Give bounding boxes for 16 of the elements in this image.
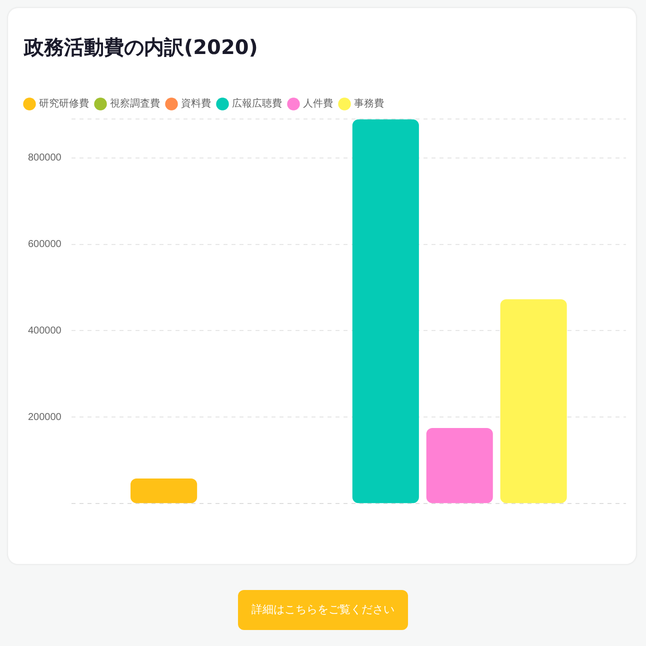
legend-label: 研究研修費 (39, 98, 89, 110)
legend-label: 資料費 (181, 98, 211, 110)
legend-label: 広報広聴費 (232, 98, 282, 110)
bar (352, 119, 419, 504)
y-tick-label: 200000 (28, 412, 62, 423)
legend-label: 視察調査費 (110, 98, 160, 110)
bar (426, 428, 493, 504)
bar (130, 478, 198, 504)
y-tick-label: 800000 (28, 152, 62, 164)
legend-label: 事務費 (354, 98, 384, 110)
bar (500, 299, 567, 504)
details-button: 詳細はこちらをご覧ください (238, 590, 408, 630)
legend-label: 人件費 (303, 98, 333, 110)
chart-title: 政務活動費の内訳(2020) (24, 34, 258, 61)
y-tick-label: 400000 (28, 325, 62, 336)
y-tick-label: 600000 (28, 239, 62, 250)
